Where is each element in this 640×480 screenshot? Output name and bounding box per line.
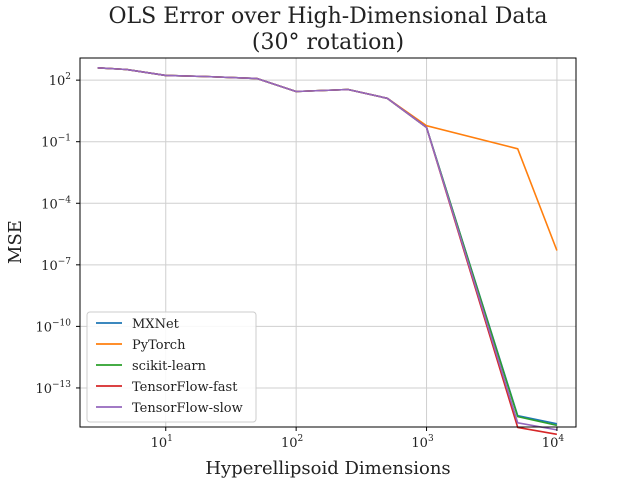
x-tick-label-exponent: 2 bbox=[298, 434, 304, 444]
y-tick-label: 10−10 bbox=[35, 318, 71, 335]
x-axis-ticks: 101 102 103 104 bbox=[151, 427, 565, 451]
y-tick-label: 10−13 bbox=[35, 380, 71, 397]
x-tick-label: 101 bbox=[151, 434, 173, 451]
x-tick-label-exponent: 4 bbox=[558, 434, 564, 444]
y-tick-label-exponent: −4 bbox=[58, 195, 72, 205]
x-tick-label-base: 10 bbox=[411, 436, 428, 451]
y-tick-label-base: 10 bbox=[41, 136, 58, 151]
y-tick-label-exponent: −1 bbox=[58, 134, 71, 144]
legend-label-mxnet: MXNet bbox=[132, 317, 180, 332]
chart-title-line-2: (30° rotation) bbox=[252, 30, 404, 55]
plot-lines bbox=[97, 67, 558, 436]
axes-frame bbox=[79, 57, 577, 428]
y-tick-label-base: 10 bbox=[35, 320, 52, 335]
y-tick-label: 10−7 bbox=[41, 257, 71, 274]
series-line-tensorflow-slow bbox=[97, 67, 558, 431]
y-tick-label: 102 bbox=[49, 72, 71, 89]
y-tick-label-base: 10 bbox=[41, 259, 58, 274]
y-tick-label-exponent: 2 bbox=[65, 72, 71, 82]
x-tick-label-exponent: 3 bbox=[428, 434, 434, 444]
y-tick-label-base: 10 bbox=[35, 382, 52, 397]
x-tick-label-base: 10 bbox=[151, 436, 168, 451]
x-tick-label: 104 bbox=[542, 434, 565, 451]
y-axis-label: MSE bbox=[5, 220, 26, 264]
legend-box bbox=[86, 311, 257, 423]
legend: MXNet PyTorch scikit-learn TensorFlow-fast T… bbox=[86, 311, 257, 423]
legend-label-tensorflow-slow: TensorFlow-slow bbox=[132, 401, 243, 416]
y-tick-label-base: 10 bbox=[49, 74, 66, 89]
x-axis-label: Hyperellipsoid Dimensions bbox=[205, 458, 450, 479]
y-tick-label-exponent: −10 bbox=[52, 318, 71, 328]
x-tick-label: 103 bbox=[411, 434, 434, 451]
y-tick-label-exponent: −13 bbox=[52, 380, 71, 390]
y-tick-label: 10−4 bbox=[41, 195, 71, 212]
legend-label-pytorch: PyTorch bbox=[132, 338, 186, 353]
y-tick-label-exponent: −7 bbox=[58, 257, 72, 267]
x-tick-label: 102 bbox=[281, 434, 303, 451]
y-tick-label: 10−1 bbox=[41, 134, 71, 151]
legend-label-scikit-learn: scikit-learn bbox=[132, 359, 207, 374]
grid bbox=[80, 58, 576, 427]
series-line-pytorch bbox=[97, 67, 558, 251]
legend-label-tensorflow-fast: TensorFlow-fast bbox=[132, 380, 238, 395]
x-tick-label-exponent: 1 bbox=[167, 434, 173, 444]
x-tick-label-base: 10 bbox=[281, 436, 298, 451]
chart-title-line-1: OLS Error over High-Dimensional Data bbox=[109, 4, 548, 29]
x-tick-label-base: 10 bbox=[542, 436, 559, 451]
y-tick-label-base: 10 bbox=[41, 197, 58, 212]
